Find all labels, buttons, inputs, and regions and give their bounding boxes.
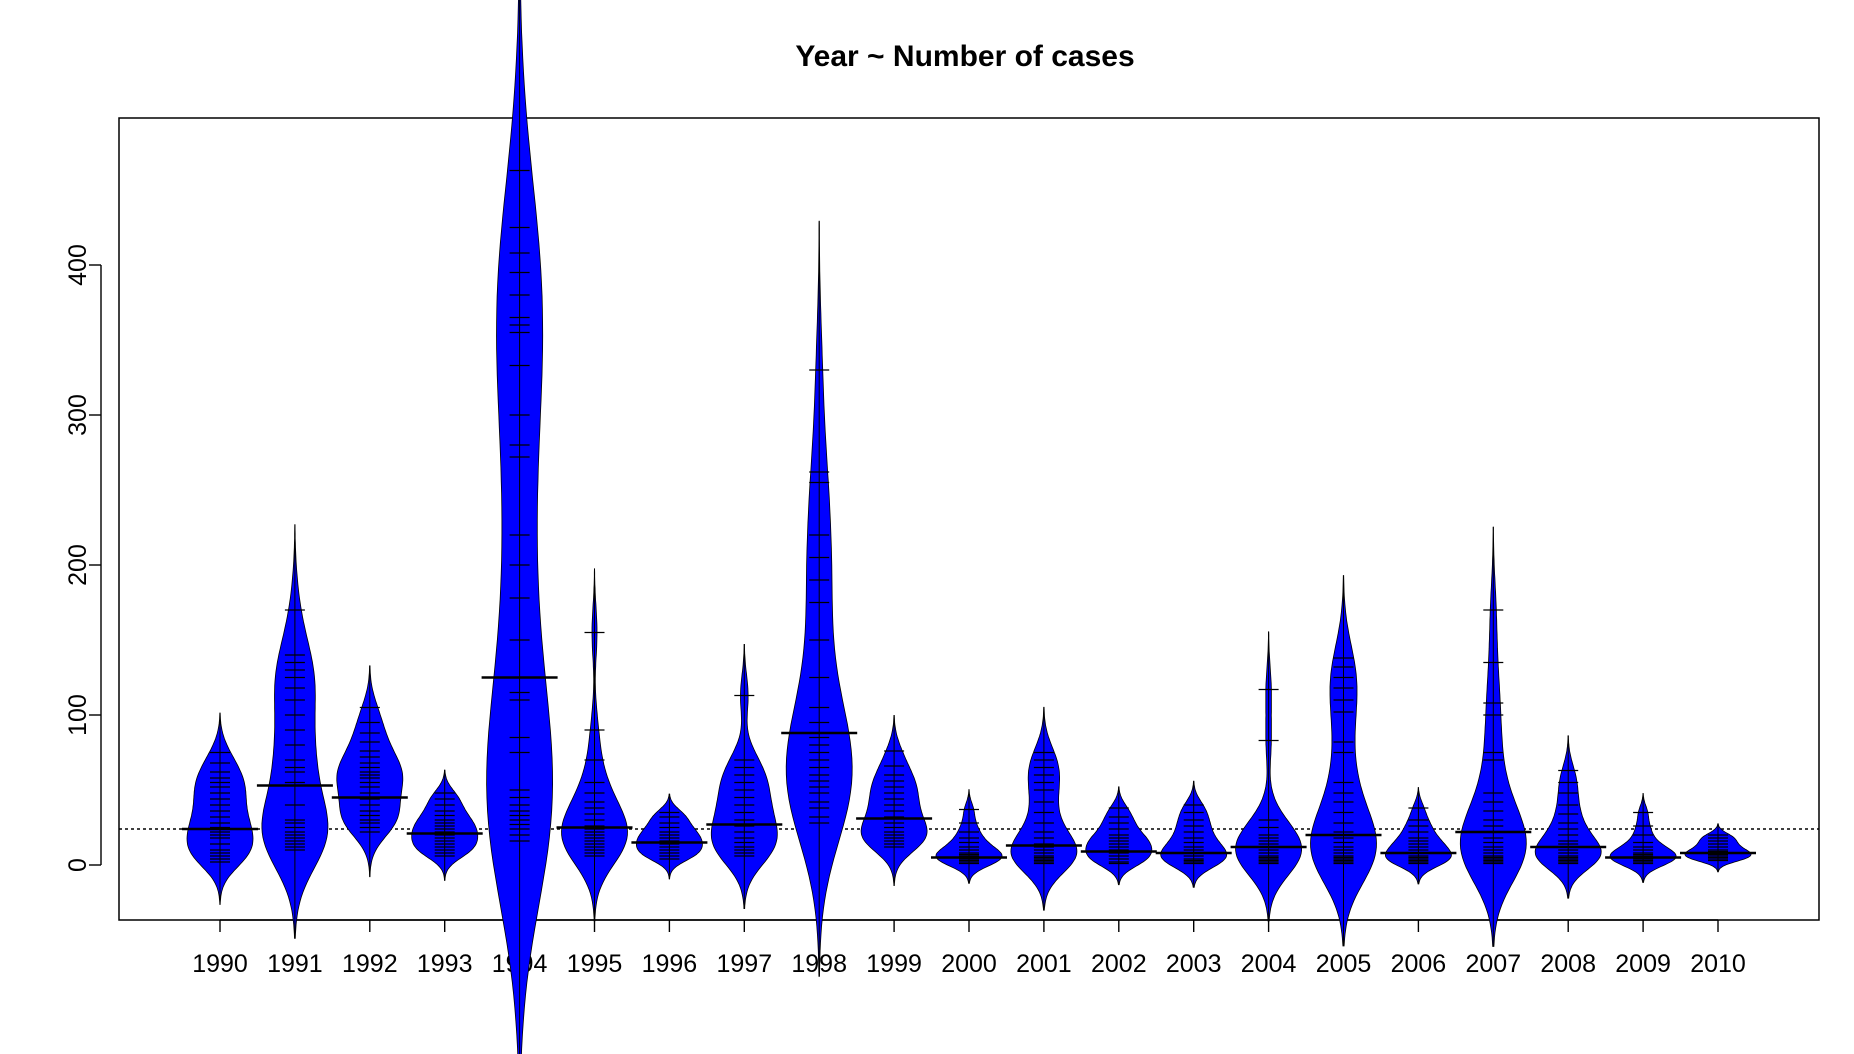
x-axis: 1990199119921993199419951996199719981999…	[192, 919, 1746, 978]
bean-2006	[1380, 787, 1457, 885]
x-tick-label: 1993	[417, 950, 473, 978]
beans-group	[182, 0, 1756, 1054]
bean-1996	[631, 793, 708, 880]
x-tick-label: 1997	[716, 950, 772, 978]
y-tick-label: 100	[64, 694, 92, 736]
bean-2003	[1155, 780, 1232, 888]
x-tick-label: 2000	[941, 950, 997, 978]
bean-1995	[556, 568, 633, 922]
bean-1998	[781, 220, 858, 977]
y-tick-label: 0	[64, 858, 92, 872]
y-tick-label: 400	[64, 244, 92, 286]
x-tick-label: 2009	[1615, 950, 1671, 978]
x-tick-label: 2010	[1690, 950, 1746, 978]
x-tick-label: 1990	[192, 950, 248, 978]
bean-1999	[856, 715, 933, 886]
x-tick-label: 2003	[1166, 950, 1222, 978]
bean-2004	[1230, 631, 1307, 922]
bean-2000	[931, 789, 1007, 884]
bean-1992	[331, 665, 408, 878]
y-axis: 0 100 200 300 400	[64, 244, 102, 872]
x-tick-label: 2007	[1465, 950, 1521, 978]
x-tick-label: 1992	[342, 950, 398, 978]
bean-1997	[706, 644, 783, 909]
x-tick-label: 1996	[642, 950, 698, 978]
x-tick-label: 2005	[1316, 950, 1372, 978]
bean-1993	[406, 769, 483, 881]
bean-2009	[1605, 793, 1682, 883]
y-tick-label: 300	[64, 394, 92, 436]
bean-2010	[1680, 823, 1756, 873]
bean-2007	[1455, 526, 1532, 947]
bean-1990	[182, 712, 258, 905]
bean-1991	[256, 524, 333, 939]
bean-2005	[1305, 575, 1382, 947]
chart-title: Year ~ Number of cases	[795, 40, 1135, 73]
x-tick-label: 2001	[1016, 950, 1072, 978]
y-tick-label: 200	[64, 544, 92, 586]
bean-2001	[1005, 706, 1082, 911]
x-tick-label: 1999	[866, 950, 922, 978]
x-tick-label: 1991	[267, 950, 323, 978]
bean-1994	[481, 0, 558, 1054]
x-tick-label: 2004	[1241, 950, 1297, 978]
x-tick-label: 1995	[567, 950, 623, 978]
x-tick-label: 2008	[1540, 950, 1596, 978]
x-tick-label: 2006	[1391, 950, 1447, 978]
x-tick-label: 2002	[1091, 950, 1147, 978]
bean-2002	[1080, 786, 1157, 886]
bean-2008	[1530, 735, 1607, 899]
